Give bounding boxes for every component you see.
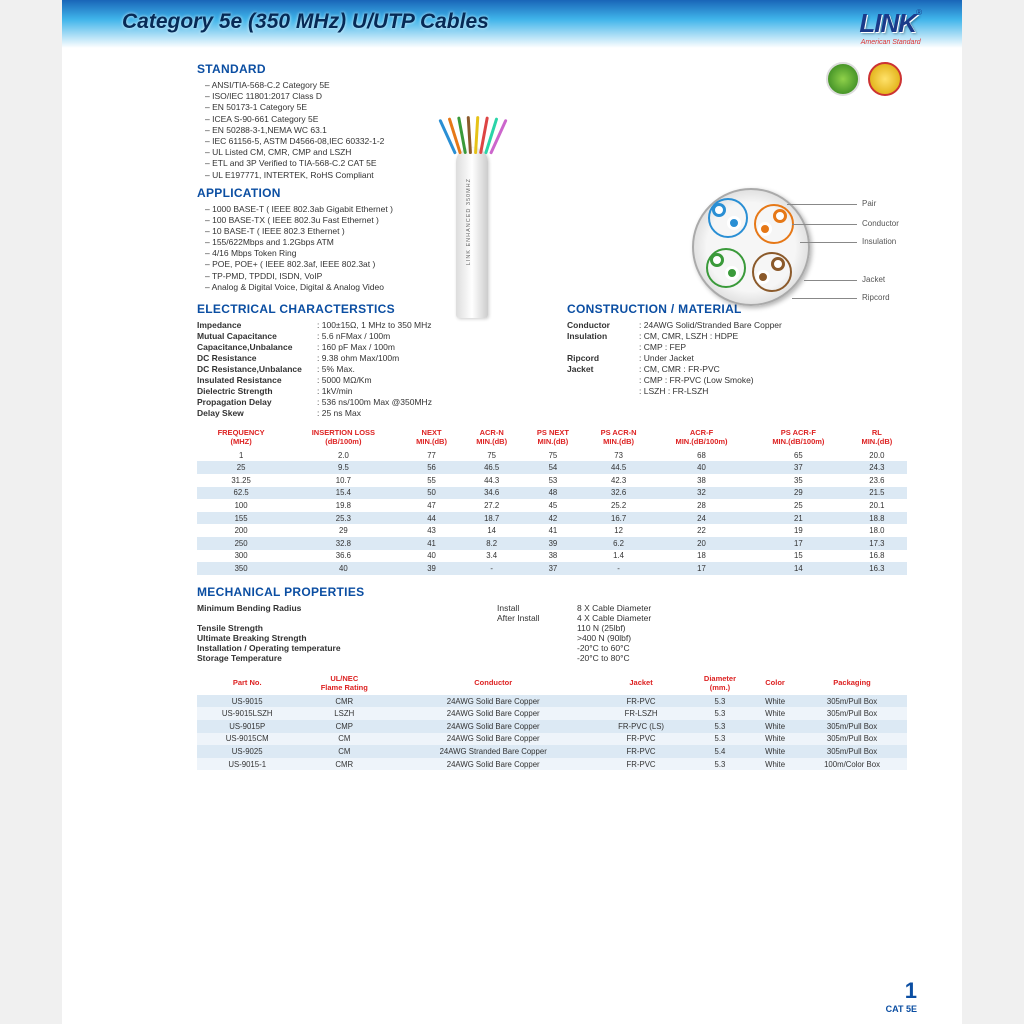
- xs-label-ripcord: Ripcord: [862, 293, 890, 302]
- table-row: 259.55646.55444.5403724.3: [197, 461, 907, 474]
- kv-row: Propagation Delay536 ns/100m Max @350MHz: [197, 397, 537, 407]
- kv-row: JacketCM, CMR : FR-PVC: [567, 364, 907, 374]
- kv-row: RipcordUnder Jacket: [567, 353, 907, 363]
- page-title: Category 5e (350 MHz) U/UTP Cables: [122, 10, 962, 34]
- mech-row: Minimum Bending RadiusInstall8 X Cable D…: [197, 603, 907, 613]
- list-item: ISO/IEC 11801:2017 Class D: [205, 91, 907, 101]
- table-row: 15525.34418.74216.7242118.8: [197, 512, 907, 525]
- jacket-circle: [692, 188, 810, 306]
- badge-seal-icon: [868, 62, 902, 96]
- table-row: 10019.84727.24525.2282520.1: [197, 499, 907, 512]
- standard-list: ANSI/TIA-568-C.2 Category 5EISO/IEC 1180…: [197, 80, 907, 180]
- table-row: US-9015-1CMR24AWG Solid Bare CopperFR-PV…: [197, 758, 907, 771]
- kv-row: Mutual Capacitance5.6 nFMax / 100m: [197, 331, 537, 341]
- list-item: ETL and 3P Verified to TIA-568-C.2 CAT 5…: [205, 158, 907, 168]
- brand-logo: LINK ® American Standard: [859, 8, 922, 46]
- parts-table: Part No.UL/NECFlame RatingConductorJacke…: [197, 671, 907, 771]
- list-item: EN 50288-3-1,NEMA WC 63.1: [205, 125, 907, 135]
- mech-row: Ultimate Breaking Strength>400 N (90lbf): [197, 633, 907, 643]
- table-row: US-9015LSZHLSZH24AWG Solid Bare CopperFR…: [197, 707, 907, 720]
- heading-standard: STANDARD: [197, 62, 907, 76]
- kv-row: DC Resistance,Unbalance5% Max.: [197, 364, 537, 374]
- xs-label-jacket: Jacket: [862, 275, 885, 284]
- xs-label-conductor: Conductor: [862, 219, 899, 228]
- kv-row: InsulationCM, CMR, LSZH : HDPE: [567, 331, 907, 341]
- kv-row: Conductor24AWG Solid/Stranded Bare Coppe…: [567, 320, 907, 330]
- mechanical-kv: Minimum Bending RadiusInstall8 X Cable D…: [197, 603, 907, 663]
- mech-row: Installation / Operating temperature-20°…: [197, 643, 907, 653]
- badge-globe-icon: [826, 62, 860, 96]
- kv-row: Dielectric Strength1kV/min: [197, 386, 537, 396]
- datasheet-page: Category 5e (350 MHz) U/UTP Cables LINK …: [62, 0, 962, 1024]
- electrical-kv: Impedance100±15Ω, 1 MHz to 350 MHzMutual…: [197, 320, 537, 418]
- table-row: 30036.6403.4381.4181516.8: [197, 550, 907, 563]
- kv-row: CMP : FR-PVC (Low Smoke): [567, 375, 907, 385]
- list-item: UL Listed CM, CMR, CMP and LSZH: [205, 147, 907, 157]
- page-number: 1 CAT 5E: [886, 978, 917, 1014]
- kv-row: Insulated Resistance5000 MΩ/Km: [197, 375, 537, 385]
- content-area: LINK ENHANCED 350MHZ: [62, 48, 962, 770]
- logo-text: LINK: [859, 8, 916, 39]
- table-row: 12.077757573686520.0: [197, 449, 907, 462]
- heading-mechanical: MECHANICAL PROPERTIES: [197, 585, 907, 599]
- list-item: IEC 61156-5, ASTM D4566-08,IEC 60332-1-2: [205, 136, 907, 146]
- table-row: 31.2510.75544.35342.3383523.6: [197, 474, 907, 487]
- title-banner: Category 5e (350 MHz) U/UTP Cables LINK …: [62, 0, 962, 48]
- cert-badges: [826, 62, 902, 96]
- table-row: US-9015CMCM24AWG Solid Bare CopperFR-PVC…: [197, 733, 907, 746]
- kv-row: CMP : FEP: [567, 342, 907, 352]
- table-row: 62.515.45034.64832.6322921.5: [197, 487, 907, 500]
- mech-row: After Install4 X Cable Diameter: [197, 613, 907, 623]
- table-row: 2002943144112221918.0: [197, 524, 907, 537]
- xs-label-pair: Pair: [862, 199, 876, 208]
- table-row: US-9015PCMP24AWG Solid Bare CopperFR-PVC…: [197, 720, 907, 733]
- logo-tagline: American Standard: [861, 39, 921, 46]
- kv-row: Delay Skew25 ns Max: [197, 408, 537, 418]
- kv-row: LSZH : FR-LSZH: [567, 386, 907, 396]
- table-row: US-9025CM24AWG Stranded Bare CopperFR-PV…: [197, 745, 907, 758]
- list-item: EN 50173-1 Category 5E: [205, 102, 907, 112]
- table-row: 25032.8418.2396.2201717.3: [197, 537, 907, 550]
- mech-row: Tensile Strength110 N (25lbf): [197, 623, 907, 633]
- logo-reg: ®: [916, 8, 922, 17]
- kv-row: Capacitance,Unbalance160 pF Max / 100m: [197, 342, 537, 352]
- list-item: ANSI/TIA-568-C.2 Category 5E: [205, 80, 907, 90]
- construction-kv: Conductor24AWG Solid/Stranded Bare Coppe…: [567, 320, 907, 396]
- table-row: US-9015CMR24AWG Solid Bare CopperFR-PVC5…: [197, 695, 907, 708]
- cross-section-diagram: Pair Conductor Insulation Jacket Ripcord: [692, 188, 892, 306]
- xs-label-insulation: Insulation: [862, 237, 896, 246]
- cable-illustration: LINK ENHANCED 350MHZ: [432, 118, 512, 328]
- table-row: 3504039-37-171416.3: [197, 562, 907, 575]
- kv-row: DC Resistance9.38 ohm Max/100m: [197, 353, 537, 363]
- mech-row: Storage Temperature-20°C to 80°C: [197, 653, 907, 663]
- cable-print-label: LINK ENHANCED 350MHZ: [466, 178, 472, 265]
- list-item: ICEA S-90-661 Category 5E: [205, 114, 907, 124]
- frequency-table: FREQUENCY(MHZ)INSERTION LOSS(dB/100m)NEX…: [197, 425, 907, 575]
- list-item: UL E197771, INTERTEK, RoHS Compliant: [205, 170, 907, 180]
